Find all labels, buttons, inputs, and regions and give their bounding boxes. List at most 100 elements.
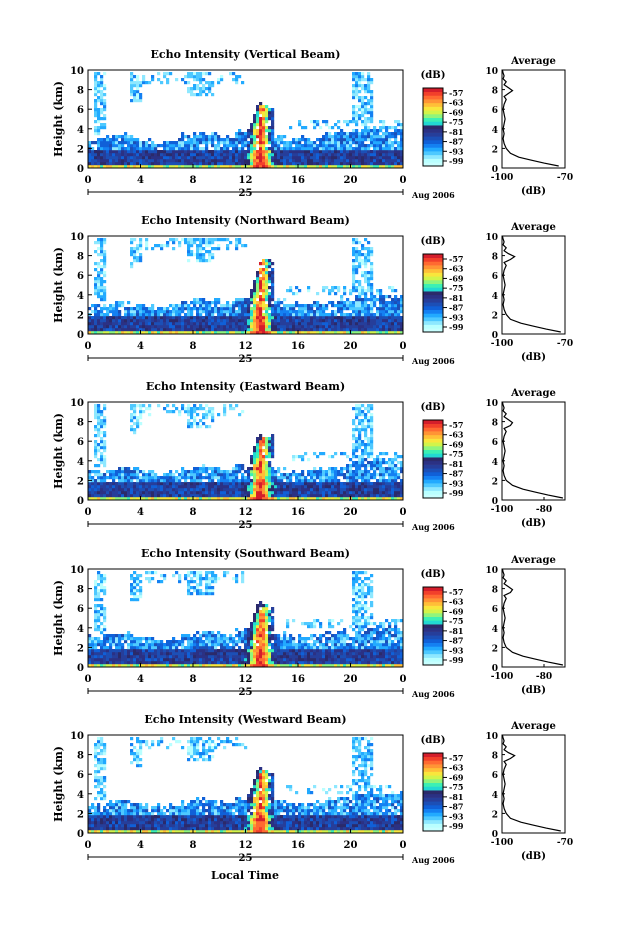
echo-cell <box>208 90 211 93</box>
echo-cell <box>130 75 133 78</box>
echo-cell <box>139 319 142 322</box>
echo-cell <box>343 156 346 159</box>
echo-cell <box>265 105 268 108</box>
echo-cell <box>328 153 331 156</box>
echo-cell <box>196 494 199 497</box>
echo-cell <box>373 328 376 331</box>
echo-cell <box>133 577 136 580</box>
echo-cell <box>253 141 256 144</box>
echo-cell <box>253 461 256 464</box>
echo-cell <box>361 247 364 250</box>
echo-cell <box>130 90 133 93</box>
echo-cell <box>211 322 214 325</box>
echo-cell <box>94 470 97 473</box>
echo-cell <box>256 452 259 455</box>
echo-cell <box>316 316 319 319</box>
echo-cell <box>310 156 313 159</box>
echo-cell <box>340 319 343 322</box>
echo-cell <box>289 147 292 150</box>
echo-cell <box>139 96 142 99</box>
colorbar-swatch <box>423 284 443 288</box>
echo-cell <box>106 652 109 655</box>
colorbar-tick-label: -75 <box>449 449 463 459</box>
echo-cell <box>343 135 346 138</box>
echo-cell <box>262 271 265 274</box>
echo-cell <box>199 93 202 96</box>
echo-cell <box>394 153 397 156</box>
echo-cell <box>346 120 349 123</box>
echo-cell <box>361 476 364 479</box>
average-line <box>502 402 563 498</box>
echo-cell <box>97 238 100 241</box>
echo-cell <box>340 141 343 144</box>
echo-cell <box>142 637 145 640</box>
echo-cell <box>100 491 103 494</box>
echo-cell <box>325 328 328 331</box>
echo-cell <box>262 262 265 265</box>
echo-cell <box>103 105 106 108</box>
echo-cell <box>295 482 298 485</box>
echo-cell <box>274 491 277 494</box>
echo-cell <box>397 325 400 328</box>
echo-cell <box>94 81 97 84</box>
echo-cell <box>316 488 319 491</box>
echo-cell <box>253 470 256 473</box>
echo-cell <box>256 461 259 464</box>
echo-cell <box>133 147 136 150</box>
echo-cell <box>331 328 334 331</box>
echo-cell <box>352 259 355 262</box>
echo-cell <box>244 159 247 162</box>
echo-cell <box>217 159 220 162</box>
echo-cell <box>307 147 310 150</box>
echo-cell <box>364 295 367 298</box>
echo-cell <box>283 316 286 319</box>
echo-cell <box>94 446 97 449</box>
echo-cell <box>103 637 106 640</box>
echo-cell <box>289 313 292 316</box>
echo-cell <box>310 328 313 331</box>
echo-cell <box>340 313 343 316</box>
echo-cell <box>199 470 202 473</box>
echo-cell <box>307 150 310 153</box>
echo-cell <box>250 307 253 310</box>
echo-cell <box>178 491 181 494</box>
colorbar-swatch <box>423 435 443 439</box>
echo-cell <box>364 437 367 440</box>
echo-cell <box>211 328 214 331</box>
echo-cell <box>253 485 256 488</box>
echo-cell <box>346 132 349 135</box>
echo-cell <box>97 583 100 586</box>
echo-cell <box>178 410 181 413</box>
echo-cell <box>232 141 235 144</box>
echo-cell <box>268 446 271 449</box>
echo-cell <box>244 144 247 147</box>
echo-cell <box>325 473 328 476</box>
echo-cell <box>280 159 283 162</box>
echo-cell <box>256 274 259 277</box>
echo-cell <box>103 156 106 159</box>
echo-cell <box>247 162 250 165</box>
echo-cell <box>301 138 304 141</box>
echo-cell <box>211 491 214 494</box>
colorbar-swatch <box>423 129 443 133</box>
echo-cell <box>349 120 352 123</box>
echo-cell <box>364 319 367 322</box>
echo-cell <box>370 485 373 488</box>
echo-cell <box>262 156 265 159</box>
echo-cell <box>184 75 187 78</box>
echo-cell <box>97 271 100 274</box>
echo-cell <box>184 491 187 494</box>
echo-cell <box>358 132 361 135</box>
echo-cell <box>241 491 244 494</box>
echo-cell <box>340 488 343 491</box>
echo-cell <box>367 319 370 322</box>
echo-cell <box>331 494 334 497</box>
echo-cell <box>118 141 121 144</box>
echo-cell <box>271 153 274 156</box>
echo-cell <box>355 488 358 491</box>
echo-cell <box>322 150 325 153</box>
echo-cell <box>244 488 247 491</box>
echo-cell <box>328 292 331 295</box>
echo-cell <box>388 319 391 322</box>
echo-cell <box>139 586 142 589</box>
